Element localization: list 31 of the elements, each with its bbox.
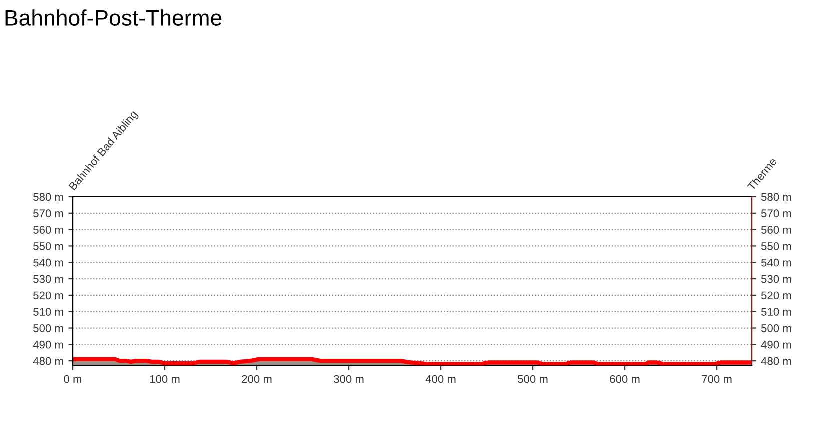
- y2-tick-label: 500 m: [761, 324, 792, 332]
- x-tick-label: 600 m: [610, 375, 640, 384]
- x-tick-label: 0 m: [64, 375, 82, 384]
- y2-tick-label: 550 m: [761, 242, 792, 250]
- y2-tick-label: 510 m: [761, 308, 792, 316]
- y2-tick-label: 480 m: [761, 357, 792, 366]
- y2-tick-label: 560 m: [761, 226, 792, 234]
- y2-tick-label: 530 m: [761, 275, 792, 284]
- y-tick-label: 550 m: [34, 242, 64, 250]
- x-tick-label: 100 m: [150, 375, 180, 384]
- y-tick-label: 580 m: [34, 193, 64, 202]
- y2-tick-label: 520 m: [761, 292, 792, 300]
- y2-tick-label: 570 m: [761, 210, 792, 218]
- y-tick-label: 520 m: [34, 292, 64, 300]
- x-tick-label: 500 m: [518, 375, 548, 384]
- x-tick-label: 700 m: [702, 375, 732, 384]
- x-tick-label: 300 m: [334, 375, 364, 384]
- y-tick-label: 500 m: [34, 324, 64, 332]
- y-tick-label: 510 m: [34, 308, 64, 316]
- y-tick-label: 570 m: [34, 210, 64, 218]
- x-tick-label: 200 m: [242, 375, 272, 384]
- y2-tick-label: 540 m: [761, 258, 792, 267]
- y-tick-label: 530 m: [34, 275, 64, 284]
- y-tick-label: 540 m: [34, 258, 64, 267]
- x-tick-label: 400 m: [426, 375, 456, 384]
- y2-tick-label: 580 m: [761, 193, 792, 202]
- y2-tick-label: 490 m: [761, 340, 792, 349]
- chart-title: Bahnhof-Post-Therme: [6, 10, 222, 26]
- y-tick-label: 490 m: [33, 340, 64, 349]
- y-tick-label: 560 m: [34, 226, 64, 234]
- y-tick-label: 480 m: [33, 357, 64, 366]
